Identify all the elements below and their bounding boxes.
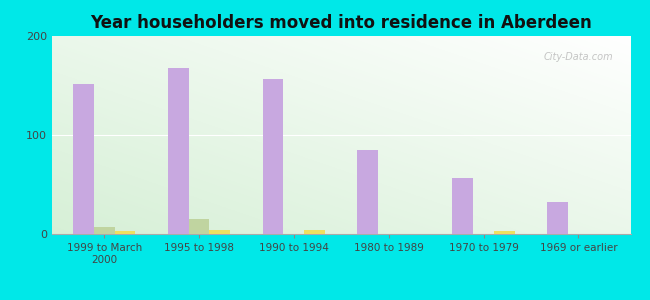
Bar — [452, 178, 473, 234]
Bar — [304, 230, 325, 234]
Bar — [168, 68, 188, 234]
Bar — [209, 230, 230, 234]
Bar — [494, 231, 515, 234]
Bar — [358, 150, 378, 234]
Title: Year householders moved into residence in Aberdeen: Year householders moved into residence i… — [90, 14, 592, 32]
Bar — [188, 219, 209, 234]
Bar — [114, 231, 135, 234]
Bar — [263, 79, 283, 234]
Bar — [547, 202, 568, 234]
Bar — [73, 83, 94, 234]
Text: City-Data.com: City-Data.com — [543, 52, 613, 62]
Bar — [94, 227, 114, 234]
